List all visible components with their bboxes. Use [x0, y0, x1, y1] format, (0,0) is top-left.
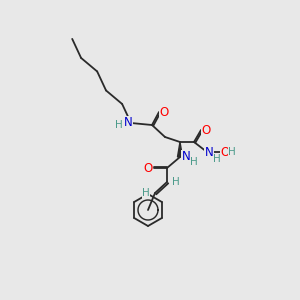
Text: N: N — [205, 146, 213, 158]
Polygon shape — [178, 142, 182, 157]
Text: H: H — [142, 188, 150, 198]
Text: N: N — [182, 151, 190, 164]
Text: H: H — [115, 120, 123, 130]
Text: H: H — [190, 157, 198, 167]
Text: O: O — [159, 106, 169, 118]
Text: N: N — [124, 116, 132, 130]
Text: O: O — [143, 161, 153, 175]
Text: O: O — [201, 124, 211, 136]
Text: H: H — [228, 147, 236, 157]
Text: O: O — [220, 146, 230, 158]
Text: H: H — [172, 177, 180, 187]
Text: H: H — [213, 154, 221, 164]
